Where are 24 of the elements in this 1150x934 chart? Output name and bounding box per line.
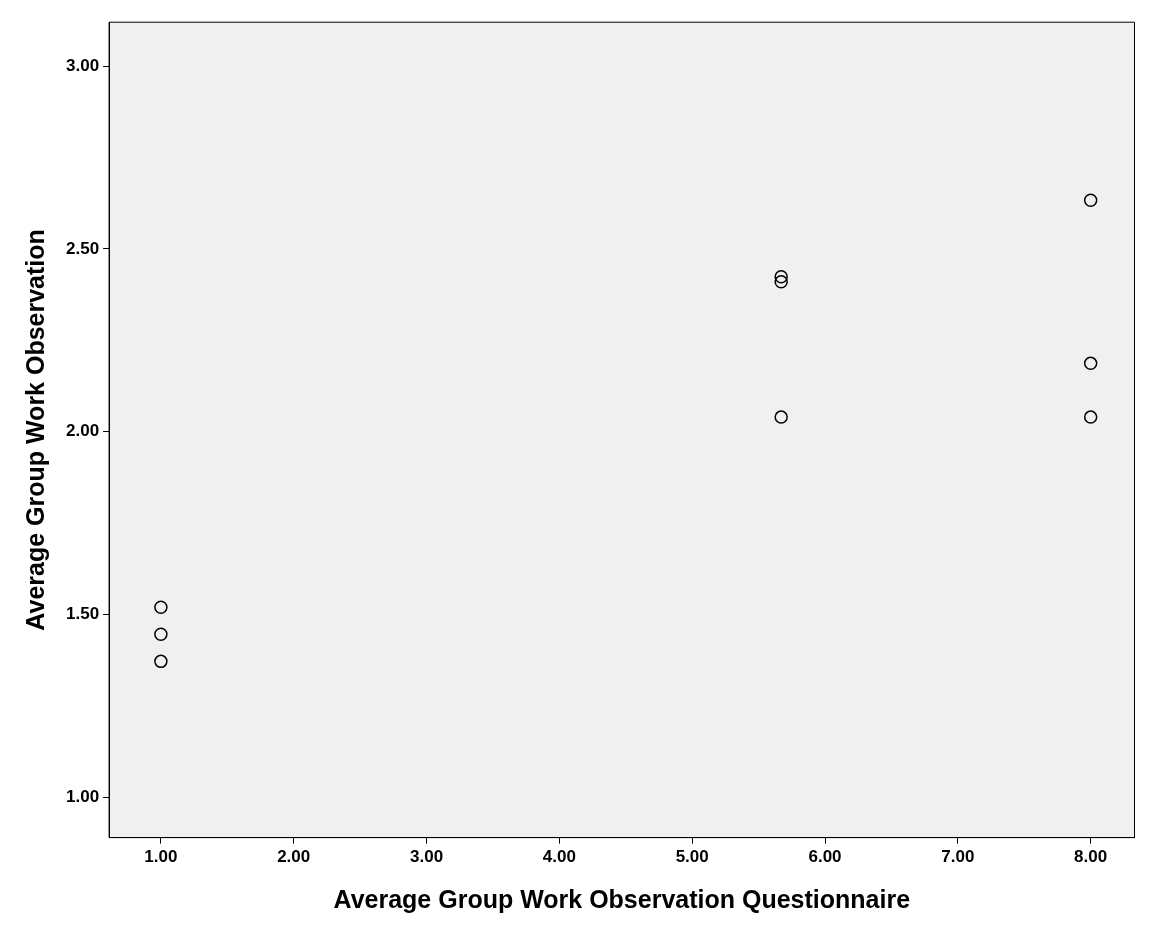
x-tick-label: 5.00 bbox=[675, 847, 709, 867]
x-tick-label: 7.00 bbox=[941, 847, 975, 867]
point bbox=[154, 600, 168, 614]
point bbox=[1083, 193, 1098, 208]
x-tick-label: 1.00 bbox=[144, 847, 178, 867]
point bbox=[1083, 410, 1098, 424]
x-tick-label: 8.00 bbox=[1074, 847, 1108, 867]
y-tick-label: 3.00 bbox=[65, 55, 100, 75]
point bbox=[154, 627, 168, 642]
point bbox=[774, 410, 788, 424]
point bbox=[1083, 356, 1098, 371]
x-axis-title: Average Group Work Observation Questionnaire bbox=[333, 884, 911, 913]
y-tick-label: 2.00 bbox=[65, 421, 100, 441]
y-tick-label: 2.50 bbox=[65, 238, 100, 258]
x-tick-label: 4.00 bbox=[542, 847, 576, 867]
point bbox=[154, 654, 168, 669]
point bbox=[774, 275, 788, 289]
y-tick-label: 1.00 bbox=[65, 787, 100, 807]
x-tick-label: 2.00 bbox=[277, 847, 311, 867]
y-tick-label: 1.50 bbox=[65, 604, 100, 624]
y-axis-title: Average Group Work Observation bbox=[20, 229, 49, 631]
x-tick-label: 6.00 bbox=[808, 847, 842, 867]
point bbox=[774, 269, 788, 284]
x-tick-label: 3.00 bbox=[409, 847, 444, 867]
